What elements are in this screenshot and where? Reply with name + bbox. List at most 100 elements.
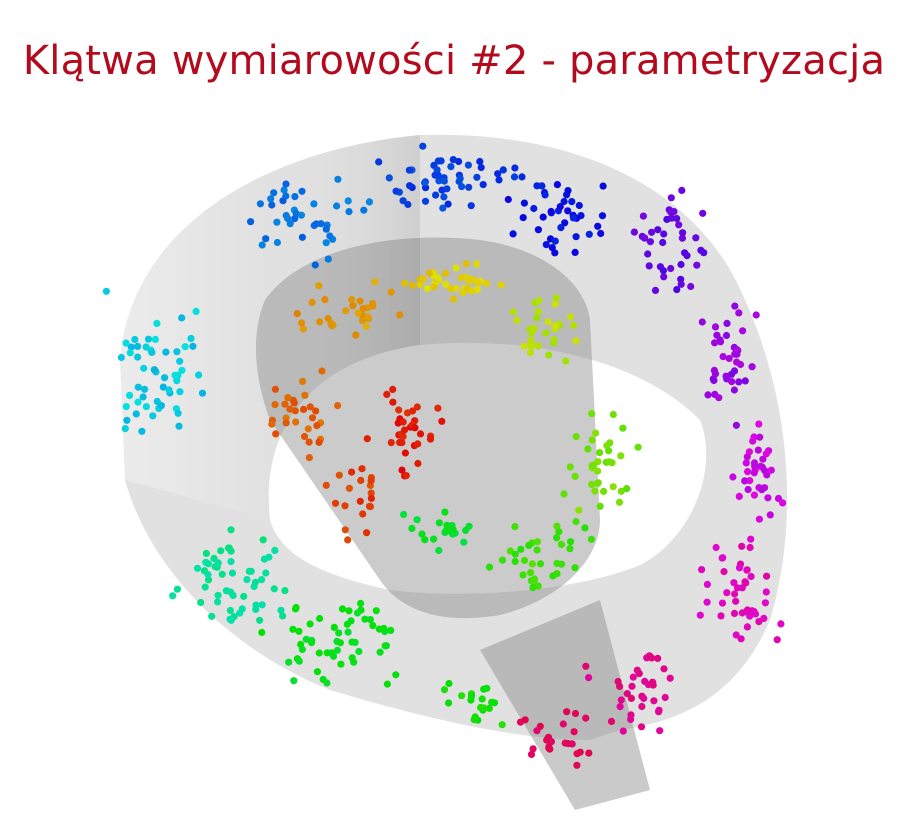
- sample-point: [398, 466, 406, 474]
- sample-point: [399, 197, 407, 205]
- sample-point: [459, 289, 467, 297]
- sample-point: [258, 601, 266, 609]
- sample-point: [356, 297, 364, 305]
- sample-point: [568, 740, 576, 748]
- sample-point: [452, 264, 460, 272]
- sample-point: [575, 506, 583, 514]
- sample-point: [650, 697, 658, 705]
- sample-point: [315, 282, 323, 290]
- sample-point: [222, 587, 230, 595]
- sample-point: [389, 385, 397, 393]
- sample-point: [683, 252, 691, 260]
- sample-point: [700, 249, 708, 257]
- sample-point: [389, 398, 397, 406]
- sample-point: [349, 302, 357, 310]
- sample-point: [609, 410, 617, 419]
- sample-point: [387, 626, 395, 635]
- sample-point: [541, 191, 549, 199]
- sample-point: [300, 405, 308, 413]
- sample-point: [483, 684, 491, 692]
- sample-point: [478, 695, 486, 703]
- front-surface-tail: [480, 600, 650, 810]
- sample-point: [200, 567, 208, 575]
- sample-point: [363, 435, 371, 443]
- sample-point: [588, 480, 596, 488]
- sample-point: [214, 591, 222, 599]
- sample-point: [615, 498, 624, 506]
- sample-point: [355, 647, 363, 656]
- sample-point: [122, 403, 130, 411]
- sample-point: [450, 295, 458, 303]
- sample-point: [126, 349, 134, 357]
- sample-point: [667, 264, 675, 273]
- sample-point: [291, 193, 299, 201]
- sample-point: [319, 675, 327, 684]
- sample-point: [656, 263, 665, 271]
- sample-point: [715, 394, 723, 402]
- sample-point: [673, 214, 681, 223]
- sample-point: [617, 452, 625, 460]
- sample-point: [367, 494, 375, 502]
- sample-point: [678, 186, 686, 194]
- sample-point: [575, 201, 583, 210]
- sample-point: [616, 682, 624, 691]
- sample-point: [588, 436, 596, 444]
- sample-point: [308, 414, 317, 422]
- sample-point: [258, 241, 266, 249]
- sample-point: [752, 311, 760, 319]
- sample-point: [659, 238, 667, 247]
- sample-point: [406, 182, 414, 190]
- sample-point: [561, 219, 569, 227]
- sample-point: [271, 546, 279, 555]
- sample-point: [317, 220, 325, 228]
- sample-point: [544, 318, 552, 326]
- sample-point: [458, 692, 466, 700]
- sample-point: [764, 494, 772, 502]
- sample-point: [226, 606, 234, 615]
- sample-point: [553, 522, 561, 530]
- sample-point: [365, 198, 373, 206]
- sample-point: [732, 631, 740, 639]
- sample-point: [356, 497, 364, 505]
- sample-point: [673, 286, 681, 294]
- sample-point: [364, 313, 372, 321]
- sample-point: [558, 560, 566, 568]
- sample-point: [324, 255, 332, 263]
- sample-point: [284, 394, 292, 402]
- sample-point: [551, 237, 559, 245]
- sample-point: [371, 278, 379, 286]
- sample-point: [572, 517, 580, 526]
- sample-point: [551, 249, 559, 257]
- sample-point: [572, 337, 580, 345]
- sample-point: [153, 397, 161, 406]
- sample-point: [178, 366, 186, 374]
- sample-point: [538, 182, 546, 190]
- sample-point: [535, 297, 543, 305]
- sample-point: [746, 543, 754, 552]
- sample-point: [298, 319, 306, 327]
- sample-point: [298, 187, 306, 195]
- sample-point: [564, 187, 572, 195]
- sample-point: [564, 207, 572, 215]
- sample-point: [779, 499, 787, 507]
- sample-point: [594, 222, 602, 230]
- sample-point: [202, 549, 210, 558]
- sample-point: [756, 433, 764, 441]
- sample-point: [573, 761, 581, 769]
- sample-point: [438, 417, 446, 425]
- sample-point: [282, 192, 290, 200]
- sample-point: [414, 440, 422, 448]
- sample-point: [214, 559, 222, 567]
- surface-highlight: [120, 135, 420, 520]
- sample-point: [533, 546, 541, 554]
- sample-point: [773, 636, 781, 644]
- sample-point: [588, 410, 596, 418]
- sample-point: [338, 605, 347, 613]
- sample-point: [449, 156, 457, 164]
- sample-point: [693, 261, 701, 269]
- sample-point: [455, 177, 463, 186]
- sample-point: [437, 157, 445, 165]
- sample-point: [322, 481, 330, 489]
- sample-point: [761, 599, 770, 607]
- sample-point: [462, 526, 470, 535]
